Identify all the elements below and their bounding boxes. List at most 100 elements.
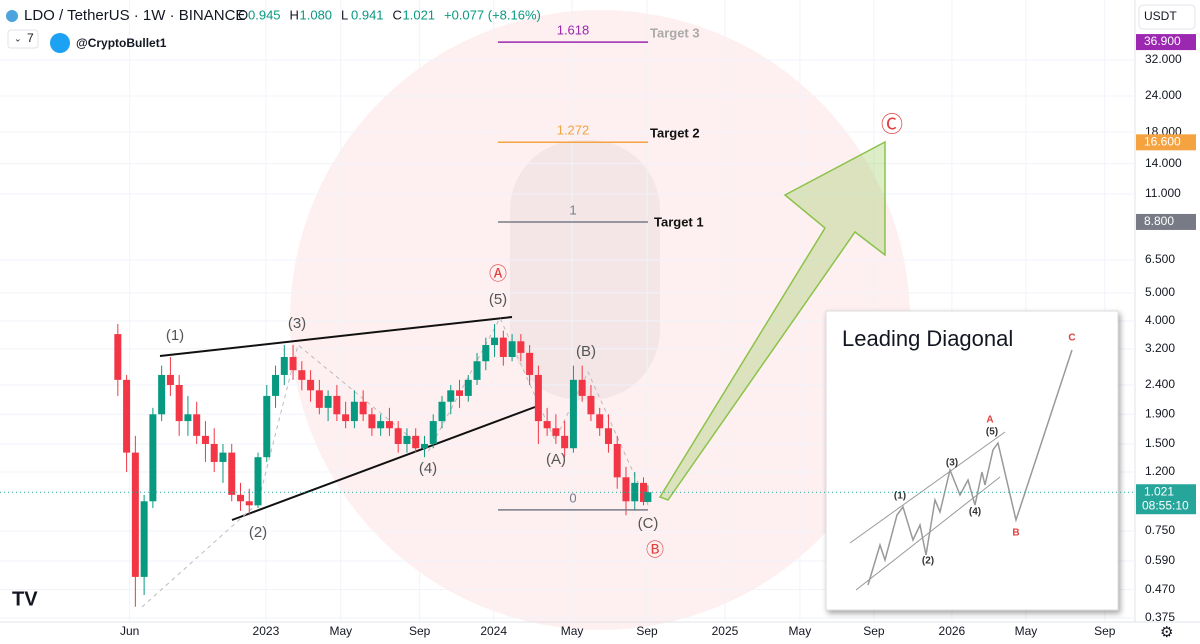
candle-body [368,414,376,429]
price-badge [1136,484,1196,515]
currency-button[interactable] [1138,4,1196,30]
candle-body [210,443,218,462]
trend-line [159,316,513,357]
y-tick-label: 14.000 [1145,156,1182,170]
price-badge [1136,213,1196,230]
candle-body [140,501,148,577]
fib-ratio: 1.618 [557,23,590,38]
candle-body [420,443,428,449]
currency: USDT [1144,9,1177,23]
y-tick-label: 1.900 [1145,406,1175,420]
candle-body [219,452,227,462]
candle-body [385,421,393,429]
indicator-toggle[interactable] [7,29,39,49]
wave-label: Ⓑ [646,540,664,560]
inset-labels: Leading Diagonal (1) (2) (3) (4) (5)A B C [842,326,1076,567]
y-tick-label: 1.500 [1145,436,1175,450]
wave-label: (5) [489,291,507,308]
inset-label: B [1012,528,1019,539]
wave-path [141,316,649,608]
ohlc-key: C [393,7,402,22]
price-badge [1136,134,1196,151]
inset-label: (4) [969,507,981,518]
settings-icon[interactable]: ⚙ [1160,624,1173,641]
candle-body [342,414,350,422]
y-tick-label: 11.000 [1145,186,1181,200]
ohlc-key: H [290,7,299,22]
x-tick-label: May [1015,624,1038,638]
candle-body [228,452,236,495]
price-badge-label: 8.800 [1144,214,1174,228]
candle-body [578,379,586,396]
y-tick-label: 0.590 [1145,553,1175,567]
candle-body [193,414,201,436]
wave-label: (C) [638,515,659,532]
candle-body [491,337,499,346]
candle-body [298,370,306,380]
x-tick-label: Sep [409,624,431,638]
candle-body [464,379,472,396]
inset-title: Leading Diagonal [842,326,1013,351]
ohlc-legend: O 0.945 H 1.080 L 0.941 C 1.021 +0.077 (+8.16%) [238,7,541,22]
inset-label: (5) [986,427,998,438]
candle-body [131,452,139,577]
candle-body [587,395,595,415]
fib-target: Target 2 [650,126,700,141]
candle-body [166,374,174,385]
x-tick-label: 2025 [712,624,739,638]
overlay: (1) (2) (3) (4) (5) Ⓐ (A) (B) (C) Ⓑ Ⓒ [166,112,903,560]
y-tick-label: 5.000 [1145,285,1175,299]
x-tick-label: Jun [120,624,139,638]
candle-body [613,443,621,478]
wave-label: (4) [419,460,437,477]
candle-body [184,414,192,422]
x-tick-label: Sep [863,624,885,638]
wave-label: (1) [166,327,184,344]
candle-body [412,435,420,449]
chevron: ⌄ [14,33,22,43]
wave-label: (2) [249,524,267,541]
candle-body [324,395,332,408]
wave-label: (A) [546,451,566,468]
y-tick-label: 0.750 [1145,523,1175,537]
candle-body [263,395,271,458]
fib-target: Target 1 [654,214,704,229]
candle-body [236,494,244,502]
candle-body [254,457,262,506]
symbol-title: LDO / TetherUS · 1W · BINANCE [24,7,245,24]
fib-ratio: 1 [569,202,576,217]
x-tick-label: 2023 [253,624,280,638]
candle-body [438,401,446,422]
projection-arrow [658,140,886,501]
candle-body [622,477,630,502]
candles [114,324,652,607]
candle-body [289,356,297,371]
watermark-icon [510,140,660,400]
wave-label: (B) [576,343,596,360]
candle-body [403,435,411,444]
fib-levels: 1.618 Target 3 1.272 Target 2 1 Target 1 0 [498,23,704,511]
x-tick-label: 2026 [939,624,966,638]
grid [0,0,1135,622]
y-tick-label: 32.000 [1145,52,1182,66]
candle-body [561,435,569,449]
candle-body [631,482,639,502]
inset-wave [867,349,1073,586]
candle-body [473,361,481,380]
candle-body [175,384,183,422]
candle-body [644,492,652,502]
candle-body [307,379,315,391]
wave-label: (3) [288,315,306,332]
y-tick-label: 6.500 [1145,252,1175,266]
fib-target: Target 3 [650,26,700,41]
fib-ratio: 1.272 [557,123,590,138]
candle-body [569,379,577,449]
candle-body [517,341,525,353]
ohlc-value: 0.941 [351,7,384,22]
candle-body [456,390,464,396]
candle-body [604,428,612,444]
candle-body [149,414,157,502]
x-tick-label: May [561,624,584,638]
trend-line [231,406,536,521]
candle-body [280,356,288,375]
